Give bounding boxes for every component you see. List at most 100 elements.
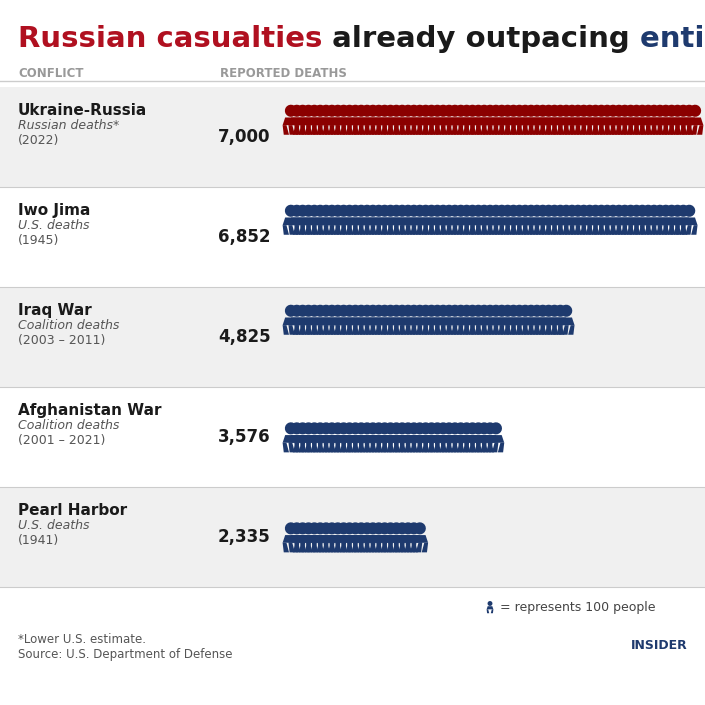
Polygon shape <box>375 443 381 453</box>
Polygon shape <box>369 543 375 552</box>
Polygon shape <box>558 317 575 325</box>
Polygon shape <box>305 443 311 453</box>
Polygon shape <box>341 435 358 443</box>
Polygon shape <box>329 225 336 235</box>
Polygon shape <box>388 118 405 125</box>
Polygon shape <box>302 105 314 117</box>
Polygon shape <box>502 105 514 117</box>
Polygon shape <box>552 217 569 225</box>
Polygon shape <box>359 125 365 135</box>
Polygon shape <box>412 443 418 453</box>
Polygon shape <box>490 422 502 434</box>
Polygon shape <box>373 204 385 217</box>
Polygon shape <box>634 118 651 125</box>
Polygon shape <box>666 105 678 117</box>
Polygon shape <box>306 225 312 235</box>
Polygon shape <box>529 118 545 125</box>
Polygon shape <box>648 105 660 117</box>
Polygon shape <box>404 125 410 135</box>
Polygon shape <box>422 125 428 135</box>
Polygon shape <box>417 325 424 335</box>
Polygon shape <box>400 535 417 543</box>
Polygon shape <box>312 543 318 552</box>
Polygon shape <box>347 217 364 225</box>
Polygon shape <box>564 225 570 235</box>
Polygon shape <box>299 225 305 235</box>
Polygon shape <box>302 522 314 534</box>
Polygon shape <box>410 225 417 235</box>
Text: (2001 – 2021): (2001 – 2021) <box>18 434 105 447</box>
Polygon shape <box>312 535 329 543</box>
Polygon shape <box>320 422 332 434</box>
Polygon shape <box>458 225 465 235</box>
Polygon shape <box>408 422 420 434</box>
Polygon shape <box>605 217 621 225</box>
Polygon shape <box>469 125 475 135</box>
Polygon shape <box>306 543 312 552</box>
Polygon shape <box>398 325 405 335</box>
Polygon shape <box>340 225 346 235</box>
Polygon shape <box>419 422 431 434</box>
Polygon shape <box>533 225 539 235</box>
Polygon shape <box>611 225 617 235</box>
Polygon shape <box>443 305 455 317</box>
Polygon shape <box>414 305 426 317</box>
Polygon shape <box>515 225 522 235</box>
Polygon shape <box>293 125 299 135</box>
Polygon shape <box>364 118 381 125</box>
Polygon shape <box>457 325 463 335</box>
Polygon shape <box>476 317 493 325</box>
Polygon shape <box>499 225 505 235</box>
Polygon shape <box>616 225 623 235</box>
Polygon shape <box>341 118 358 125</box>
Polygon shape <box>683 204 695 217</box>
Polygon shape <box>283 543 289 552</box>
Polygon shape <box>376 225 383 235</box>
Polygon shape <box>393 125 399 135</box>
Polygon shape <box>627 225 633 235</box>
Polygon shape <box>382 535 399 543</box>
Polygon shape <box>402 204 414 217</box>
Polygon shape <box>691 125 697 135</box>
Polygon shape <box>607 105 619 117</box>
Polygon shape <box>496 204 508 217</box>
Polygon shape <box>429 317 446 325</box>
Polygon shape <box>359 325 365 335</box>
Polygon shape <box>285 305 297 317</box>
Text: CONFLICT: CONFLICT <box>18 67 83 80</box>
Polygon shape <box>410 543 417 552</box>
Polygon shape <box>361 422 373 434</box>
Polygon shape <box>529 125 535 135</box>
Polygon shape <box>508 305 520 317</box>
Polygon shape <box>308 522 321 534</box>
Polygon shape <box>556 325 563 335</box>
Polygon shape <box>490 204 502 217</box>
Polygon shape <box>697 125 704 135</box>
Polygon shape <box>300 317 317 325</box>
Polygon shape <box>408 522 420 534</box>
Polygon shape <box>551 125 557 135</box>
Polygon shape <box>691 225 697 235</box>
Polygon shape <box>529 317 545 325</box>
Polygon shape <box>388 317 405 325</box>
Polygon shape <box>570 125 576 135</box>
Polygon shape <box>595 204 608 217</box>
Polygon shape <box>394 125 400 135</box>
Polygon shape <box>414 522 426 534</box>
Polygon shape <box>621 125 627 135</box>
Polygon shape <box>324 225 330 235</box>
Polygon shape <box>522 317 539 325</box>
Polygon shape <box>458 325 465 335</box>
Polygon shape <box>369 125 375 135</box>
Polygon shape <box>375 543 381 552</box>
Polygon shape <box>505 317 522 325</box>
Polygon shape <box>587 125 594 135</box>
Polygon shape <box>646 225 652 235</box>
Polygon shape <box>669 125 675 135</box>
Polygon shape <box>347 118 364 125</box>
Polygon shape <box>396 522 408 534</box>
Polygon shape <box>439 225 446 235</box>
Polygon shape <box>488 125 494 135</box>
Polygon shape <box>439 325 446 335</box>
Polygon shape <box>419 105 431 117</box>
